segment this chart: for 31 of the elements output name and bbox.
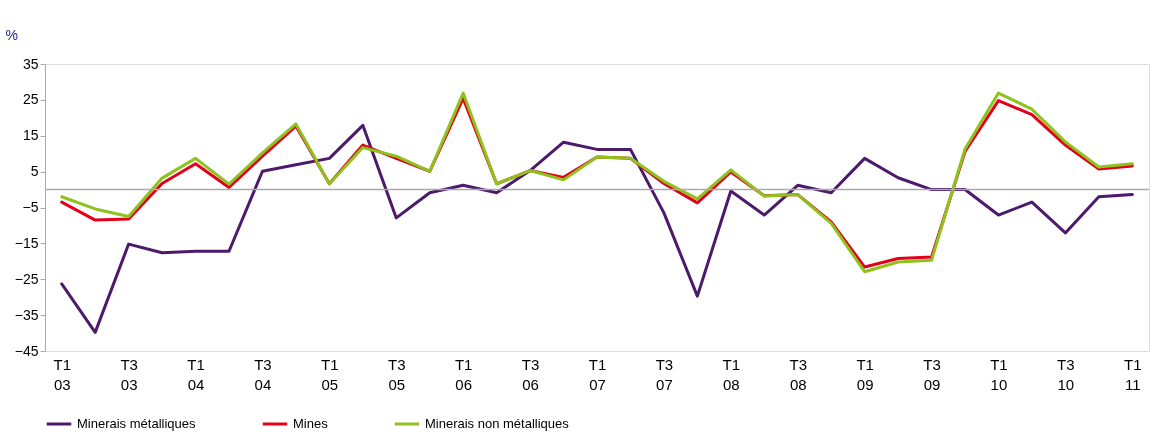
x-tick-label: T1 08 [722, 355, 741, 393]
y-tick-label: −5 [22, 199, 39, 215]
x-tick-label: T3 04 [254, 355, 272, 393]
x-tick-label: T3 03 [120, 355, 138, 393]
y-tick-label: 5 [30, 163, 39, 180]
line-series [60, 123, 1134, 334]
y-axis-title: % [5, 26, 18, 43]
x-tick-label: T1 03 [53, 355, 71, 393]
y-tick-label: 25 [22, 91, 39, 108]
x-tick-label: T3 09 [923, 355, 941, 393]
x-tick-label: T3 07 [655, 355, 674, 393]
x-tick-label: T3 08 [789, 355, 807, 393]
x-tick-label: T1 04 [187, 355, 205, 393]
x-tick-label: T3 05 [388, 355, 406, 393]
y-tick-label: −45 [14, 342, 39, 359]
x-tick-label: T3 06 [521, 355, 540, 393]
x-tick-label: T1 09 [856, 355, 874, 393]
y-tick-label: −25 [14, 270, 39, 287]
legend-label: Minerais métalliques [77, 416, 196, 431]
legend-label: Minerais non métalliques [425, 416, 570, 431]
y-tick-label: −15 [14, 234, 39, 251]
y-tick-label: 35 [22, 55, 39, 72]
x-tick-label: T1 05 [321, 355, 339, 393]
x-tick-label: T1 10 [990, 355, 1008, 393]
y-tick-label: 15 [22, 127, 39, 144]
legend-label: Mines [293, 416, 329, 431]
y-tick-label: −35 [14, 306, 39, 323]
x-tick-label: T3 10 [1057, 355, 1075, 393]
x-tick-label: T1 11 [1124, 355, 1142, 393]
x-tick-label: T1 07 [588, 355, 607, 393]
x-tick-label: T1 06 [454, 355, 473, 393]
